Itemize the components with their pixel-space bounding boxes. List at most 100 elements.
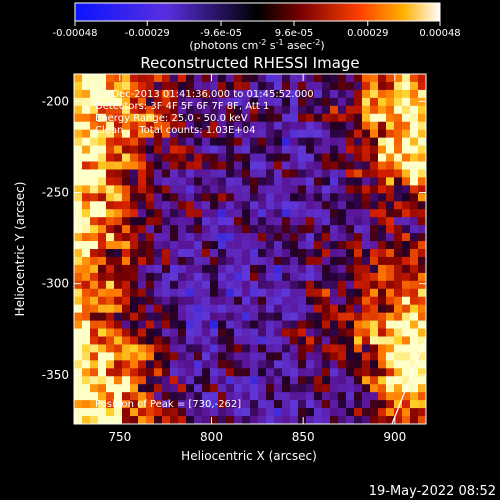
heatmap-cell (274, 209, 283, 218)
heatmap-cell (370, 256, 379, 266)
heatmap-cell (234, 320, 243, 330)
heatmap-cell (202, 74, 211, 83)
heatmap-cell (186, 201, 195, 210)
heatmap-cell (346, 320, 355, 330)
heatmap-cell (338, 352, 347, 361)
heatmap-cell (170, 304, 179, 314)
heatmap-cell (242, 169, 251, 179)
heatmap-cell (386, 153, 395, 163)
heatmap-cell (258, 74, 267, 83)
heatmap-cell (146, 352, 155, 361)
heatmap-cell (370, 129, 379, 139)
heatmap-cell (186, 81, 195, 91)
heatmap-cell (314, 105, 323, 115)
heatmap-cell (194, 74, 203, 83)
heatmap-cell (330, 89, 339, 99)
heatmap-cell (410, 264, 419, 274)
heatmap-cell (234, 137, 243, 147)
heatmap-cell (234, 304, 243, 314)
heatmap-cell (258, 384, 267, 393)
heatmap-cell (90, 272, 99, 282)
plot-frame (73, 73, 427, 425)
heatmap-cell (322, 193, 331, 202)
heatmap-cell (322, 89, 331, 99)
heatmap-cell (258, 121, 267, 131)
heatmap-cell (210, 217, 219, 226)
heatmap-cell (218, 312, 227, 322)
heatmap-cell (138, 400, 147, 409)
heatmap-cell (218, 400, 227, 409)
heatmap-cell (354, 272, 363, 282)
heatmap-cell (274, 288, 283, 298)
heatmap-cell (258, 256, 267, 266)
heatmap-cell (162, 256, 171, 266)
heatmap-cell (250, 233, 259, 242)
heatmap-cell (122, 272, 131, 282)
heatmap-cell (346, 408, 355, 417)
heatmap-cell (130, 161, 139, 171)
heatmap-cell (354, 161, 363, 171)
heatmap-cell (98, 344, 107, 354)
heatmap-cell (378, 169, 387, 179)
heatmap-cell (274, 264, 283, 274)
annotation-detectors: Detectors: 3F 4F 5F 6F 7F 8F, Att 1 (95, 101, 269, 112)
heatmap-cell (338, 97, 347, 107)
heatmap-cell (210, 97, 219, 107)
heatmap-cell (370, 384, 379, 393)
heatmap-cell (226, 177, 235, 186)
heatmap-cell (74, 392, 83, 401)
heatmap-cell (202, 193, 211, 202)
heatmap-cell (346, 169, 355, 179)
heatmap-cell (410, 74, 419, 83)
heatmap-cell (74, 288, 83, 298)
heatmap-cell (314, 129, 323, 139)
heatmap-cell (290, 312, 299, 322)
heatmap-cell (322, 312, 331, 322)
heatmap-cell (362, 145, 371, 155)
heatmap-cell (290, 81, 299, 91)
heatmap-cell (354, 368, 363, 377)
heatmap-cell (410, 185, 419, 194)
heatmap-cell (274, 81, 283, 91)
heatmap-cell (402, 217, 411, 226)
heatmap-cell (170, 408, 179, 417)
heatmap-cell (266, 145, 275, 155)
heatmap-cell (266, 336, 275, 346)
heatmap-cell (170, 97, 179, 107)
heatmap-cell (322, 201, 331, 210)
heatmap-cell (106, 185, 115, 194)
heatmap-cell (346, 129, 355, 139)
heatmap-cell (322, 272, 331, 282)
heatmap-cell (402, 137, 411, 147)
heatmap-cell (178, 320, 187, 330)
heatmap-cell (218, 201, 227, 210)
heatmap-cell (274, 408, 283, 417)
heatmap-cell (154, 320, 163, 330)
heatmap-cell (234, 121, 243, 131)
heatmap-cell (178, 233, 187, 242)
heatmap-cell (322, 360, 331, 369)
heatmap-cell (410, 320, 419, 330)
heatmap-cell (330, 241, 339, 250)
heatmap-cell (178, 97, 187, 107)
heatmap-cell (186, 312, 195, 322)
heatmap-cell (322, 169, 331, 179)
heatmap-cell (146, 217, 155, 226)
heatmap-cell (130, 320, 139, 330)
heatmap-cell (154, 336, 163, 346)
heatmap-cell (210, 89, 219, 99)
heatmap-cell (322, 177, 331, 186)
heatmap-cell (314, 288, 323, 298)
heatmap-cell (106, 145, 115, 155)
heatmap-cell (218, 328, 227, 338)
heatmap-cell (234, 201, 243, 210)
heatmap-cell (114, 74, 123, 83)
heatmap-cell (106, 74, 115, 83)
heatmap-cell (146, 320, 155, 330)
heatmap-cell (258, 304, 267, 314)
heatmap-cell (162, 201, 171, 210)
heatmap-cell (314, 209, 323, 218)
heatmap-cell (402, 256, 411, 266)
heatmap-cell (186, 74, 195, 83)
heatmap-cell (154, 408, 163, 417)
